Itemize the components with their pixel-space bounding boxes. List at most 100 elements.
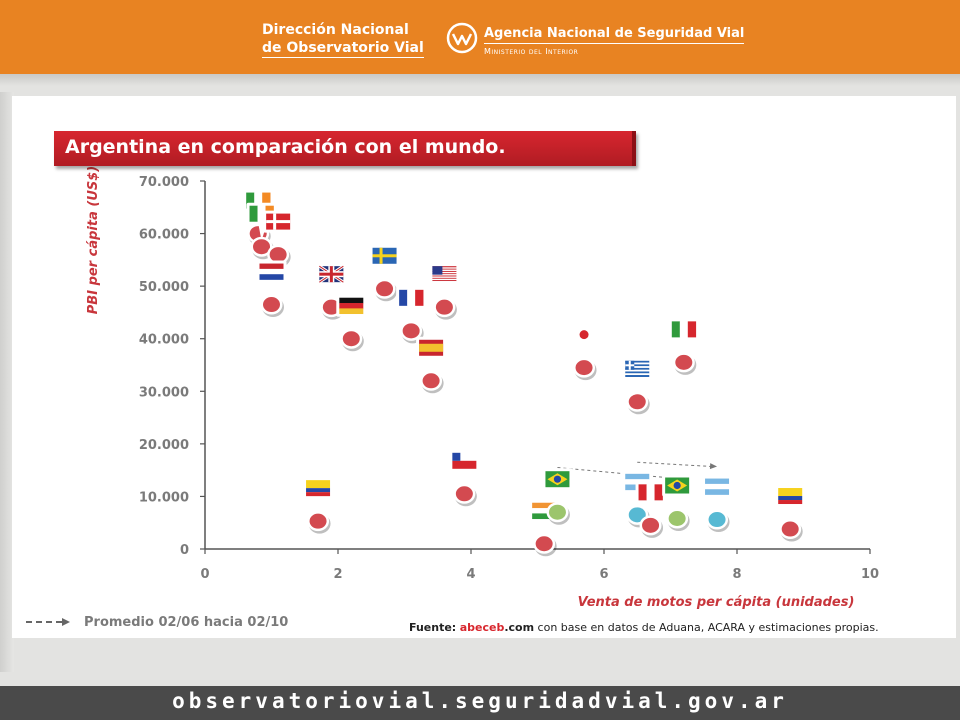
x-tick-label: 8 [732, 567, 741, 582]
data-marker [548, 504, 566, 520]
flag-peru-icon [638, 484, 663, 501]
flag-argentina-icon [705, 478, 730, 495]
flag-pointer [268, 282, 277, 299]
source-domain-suffix: .com [504, 621, 535, 634]
flag-pointer [348, 316, 357, 333]
flag-pointer [315, 499, 324, 516]
directorate-logo-text: Dirección Nacional de Observatorio Vial [262, 21, 424, 58]
dashed-arrow-icon [26, 618, 70, 626]
data-point [542, 468, 573, 525]
flag-pointer [328, 285, 337, 302]
x-tick-label: 6 [599, 567, 608, 582]
data-point [449, 449, 480, 507]
x-tick-label: 10 [861, 567, 879, 582]
source-note: Fuente: abeceb.com con base en datos de … [409, 621, 879, 634]
header-bar: Dirección Nacional de Observatorio Vial … [0, 0, 960, 86]
x-tick-label: 0 [200, 567, 209, 582]
y-tick-label: 60.000 [139, 228, 189, 243]
data-marker [269, 247, 287, 263]
data-point [303, 477, 334, 534]
data-point [635, 481, 666, 538]
flag-brazil-icon [665, 477, 690, 494]
data-point [256, 260, 287, 318]
brand-line1: Dirección Nacional [262, 22, 409, 38]
brand-line2: de Observatorio Vial [262, 40, 424, 58]
flag-spain-icon [419, 339, 444, 356]
flag-india-icon [532, 502, 557, 520]
flag-france-icon [399, 289, 424, 306]
source-domain: abeceb [459, 621, 505, 634]
data-point [263, 210, 294, 268]
trend-arrow-line [637, 461, 712, 467]
data-marker [402, 323, 420, 339]
data-marker [781, 521, 799, 537]
data-marker [435, 299, 453, 315]
flag-brazil-icon [545, 471, 570, 488]
flag-pointer [787, 507, 796, 524]
data-marker [322, 299, 340, 315]
data-point [622, 357, 653, 415]
background-strip [0, 92, 14, 672]
data-point [668, 318, 699, 375]
flag-pointer [674, 496, 683, 513]
data-marker [309, 513, 327, 529]
header-shadow [0, 74, 960, 86]
agency-logo-icon [446, 22, 478, 54]
flag-pointer [408, 308, 417, 325]
chart-title: Argentina en comparación con el mundo. [65, 136, 506, 158]
flag-pointer [714, 497, 723, 514]
trend-arrow-head [709, 463, 718, 470]
data-marker [342, 331, 360, 347]
data-marker [422, 373, 440, 389]
data-marker [455, 486, 473, 502]
flag-italy-icon [671, 321, 697, 338]
chart-points [243, 189, 806, 557]
flag-pointer [647, 503, 656, 520]
flag-usa-icon [432, 266, 457, 283]
x-tick-label: 4 [466, 567, 475, 582]
data-point [775, 485, 806, 542]
footer-bar: observatoriovial.seguridadvial.gov.ar [0, 686, 960, 720]
y-axis-label: PBI per cápita (US$) [86, 166, 101, 314]
x-tick-label: 2 [333, 567, 342, 582]
chart-panel [12, 96, 956, 638]
data-point [336, 294, 367, 352]
flag-colombia-icon [306, 480, 331, 497]
data-point [396, 286, 427, 344]
y-tick-label: 70.000 [139, 175, 189, 190]
data-marker [376, 281, 394, 297]
flag-pointer [461, 471, 470, 488]
flag-chile-icon [452, 452, 477, 469]
data-marker [628, 394, 646, 410]
flag-germany-icon [339, 297, 364, 315]
data-point [529, 499, 560, 557]
data-marker [642, 517, 660, 533]
data-point [369, 244, 400, 302]
chart-axes: 0 10.000 20.000 30.000 40.000 50.000 60.000 70.… [139, 175, 879, 582]
data-marker [575, 360, 593, 376]
data-marker [263, 297, 280, 313]
data-point [662, 474, 693, 532]
chart-title-banner: Argentina en comparación con el mundo. [54, 131, 636, 166]
flag-pointer [441, 285, 450, 302]
data-marker [628, 507, 646, 523]
y-tick-label: 50.000 [139, 280, 189, 295]
y-tick-label: 10.000 [139, 490, 189, 505]
flag-pointer [554, 490, 563, 507]
flag-denmark-icon [266, 213, 291, 230]
data-marker [253, 239, 271, 255]
data-point [429, 263, 460, 320]
data-point [416, 336, 447, 394]
source-rest: con base en datos de Aduana, ACARA y est… [534, 621, 879, 634]
flag-pointer [428, 358, 437, 375]
data-marker [535, 536, 553, 552]
x-axis-label: Venta de motos per cápita (unidades) [578, 595, 855, 610]
data-marker [708, 512, 726, 528]
flag-pointer [275, 232, 284, 249]
flag-uk-icon [318, 264, 345, 284]
flag-ecuador-icon [778, 488, 803, 505]
flag-ireland-icon [246, 192, 271, 209]
footer-url[interactable]: observatoriovial.seguridadvial.gov.ar [172, 689, 788, 713]
y-tick-label: 20.000 [139, 438, 189, 453]
